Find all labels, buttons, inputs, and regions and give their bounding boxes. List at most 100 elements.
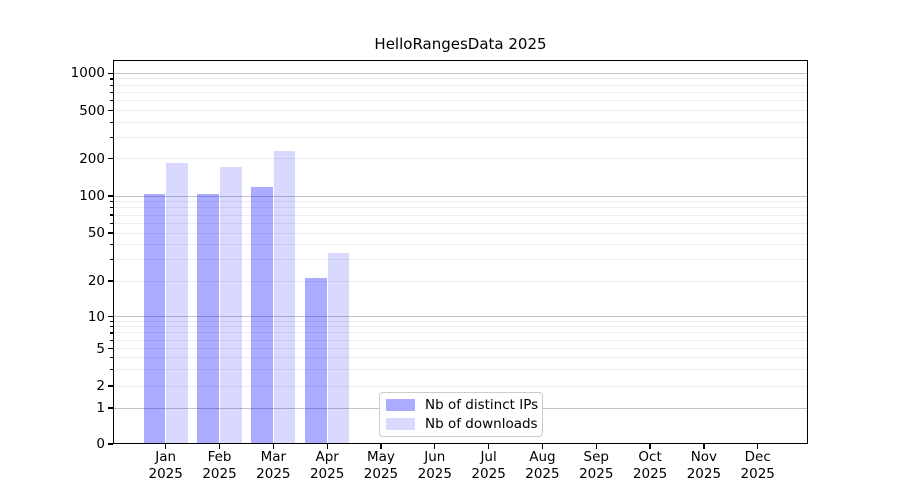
y-minor-gridline — [113, 339, 808, 341]
legend-swatch-distinct-ips — [386, 399, 415, 411]
x-tick — [487, 444, 490, 449]
y-gridline — [113, 232, 808, 234]
y-minor-gridline — [113, 244, 808, 246]
y-minor-gridline — [113, 92, 808, 94]
y-minor-tick — [110, 136, 113, 138]
y-tick — [107, 280, 113, 282]
y-minor-gridline — [113, 121, 808, 123]
y-minor-tick — [110, 91, 113, 94]
y-minor-tick — [110, 207, 113, 209]
legend-label-downloads: Nb of downloads — [425, 415, 538, 432]
legend-item-downloads: Nb of downloads — [386, 415, 538, 432]
bar-distinct-ips-apr — [305, 278, 327, 444]
y-tick-label: 0 — [96, 436, 105, 452]
y-minor-gridline — [113, 100, 808, 102]
y-minor-tick — [110, 78, 113, 80]
x-tick — [380, 444, 382, 449]
y-minor-tick — [110, 121, 113, 123]
x-tick-label: Mar 2025 — [256, 449, 291, 482]
y-minor-tick — [110, 222, 113, 224]
y-gridline — [113, 348, 808, 349]
y-minor-gridline — [113, 368, 808, 370]
y-minor-gridline — [113, 78, 808, 80]
legend-label-distinct-ips: Nb of distinct IPs — [425, 396, 539, 413]
bar-downloads-apr — [327, 253, 350, 444]
y-minor-tick — [110, 201, 113, 203]
y-minor-gridline — [113, 222, 808, 224]
plot-background — [113, 59, 808, 444]
y-tick — [107, 195, 113, 197]
y-gridline — [113, 385, 808, 387]
bar-distinct-ips-jan — [143, 194, 166, 444]
x-tick — [757, 444, 759, 449]
x-tick — [272, 444, 274, 449]
y-minor-tick — [110, 357, 113, 359]
x-tick — [649, 444, 651, 449]
y-minor-gridline — [113, 332, 808, 334]
x-tick-label: Dec 2025 — [740, 449, 775, 482]
y-minor-tick — [110, 368, 113, 370]
y-minor-gridline — [113, 357, 808, 359]
y-tick-label: 1 — [96, 400, 105, 416]
y-minor-gridline — [113, 326, 808, 328]
x-tick-label: Jul 2025 — [471, 449, 506, 482]
legend: Nb of distinct IPs Nb of downloads — [379, 392, 543, 437]
y-minor-tick — [110, 332, 113, 334]
y-minor-tick — [110, 244, 113, 246]
y-tick-label: 2 — [96, 378, 105, 394]
y-minor-tick — [110, 100, 113, 102]
x-tick — [165, 444, 167, 449]
y-minor-gridline — [113, 84, 808, 86]
y-tick — [107, 158, 113, 160]
x-tick — [703, 444, 705, 449]
y-tick-label: 200 — [79, 150, 105, 167]
y-minor-gridline — [113, 201, 808, 203]
chart-title: HelloRangesData 2025 — [374, 35, 547, 53]
y-tick-label: 20 — [87, 273, 105, 289]
y-tick — [107, 407, 113, 409]
y-minor-gridline — [113, 136, 808, 138]
x-tick-label: Aug 2025 — [525, 449, 560, 482]
y-gridline — [113, 72, 808, 74]
y-minor-tick — [110, 339, 113, 341]
x-tick-label: Jun 2025 — [417, 449, 452, 482]
x-tick — [434, 444, 436, 449]
y-tick — [107, 347, 113, 350]
y-tick — [107, 443, 113, 445]
y-tick-label: 10 — [87, 308, 105, 325]
x-tick-label: May 2025 — [363, 449, 399, 482]
x-tick-label: Apr 2025 — [309, 449, 345, 482]
y-gridline — [113, 316, 808, 317]
y-gridline — [113, 158, 808, 160]
x-tick-label: Sep 2025 — [579, 449, 614, 482]
y-tick — [107, 385, 113, 387]
y-tick-label: 1000 — [70, 65, 105, 82]
bar-distinct-ips-feb — [197, 194, 219, 444]
x-tick-label: Jan 2025 — [148, 449, 183, 482]
y-minor-gridline — [113, 214, 808, 216]
bar-downloads-feb — [220, 167, 242, 444]
x-tick — [541, 444, 544, 449]
bar-downloads-mar — [273, 150, 296, 444]
y-minor-tick — [110, 214, 113, 216]
x-tick-label: Feb 2025 — [202, 449, 237, 482]
y-tick — [107, 110, 113, 112]
y-tick — [107, 315, 113, 318]
x-tick — [218, 444, 221, 449]
y-minor-gridline — [113, 259, 808, 261]
y-gridline — [113, 110, 808, 112]
y-gridline — [113, 195, 808, 197]
y-minor-gridline — [113, 207, 808, 209]
bar-downloads-jan — [166, 162, 188, 444]
y-tick-label: 5 — [96, 340, 105, 357]
y-minor-tick — [110, 326, 113, 328]
y-tick-label: 50 — [87, 225, 105, 241]
y-tick-label: 500 — [79, 102, 105, 119]
y-tick-label: 100 — [79, 188, 105, 204]
bar-distinct-ips-mar — [251, 186, 273, 444]
x-tick-label: Nov 2025 — [686, 449, 722, 482]
y-minor-tick — [110, 320, 113, 322]
y-tick — [107, 232, 113, 234]
y-gridline — [113, 280, 808, 282]
